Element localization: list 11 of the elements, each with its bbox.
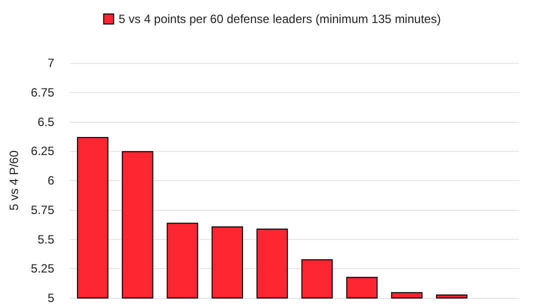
y-tick-label: 5	[48, 291, 55, 305]
y-axis-title: 5 vs 4 P/60	[7, 150, 21, 211]
y-tick-label: 5.25	[30, 262, 55, 276]
y-tick-label: 6.5	[38, 114, 55, 129]
y-tick-label: 6.75	[30, 85, 55, 100]
y-tick-label: 6	[48, 174, 55, 188]
y-tick-label: 7	[48, 56, 55, 70]
y-tick-label: 5.5	[38, 232, 55, 246]
y-tick-label: 6.25	[30, 144, 55, 158]
y-tick-label: 5.75	[30, 202, 55, 217]
legend-label: 5 vs 4 points per 60 defense leaders (minimum 135 minutes)	[118, 12, 441, 26]
